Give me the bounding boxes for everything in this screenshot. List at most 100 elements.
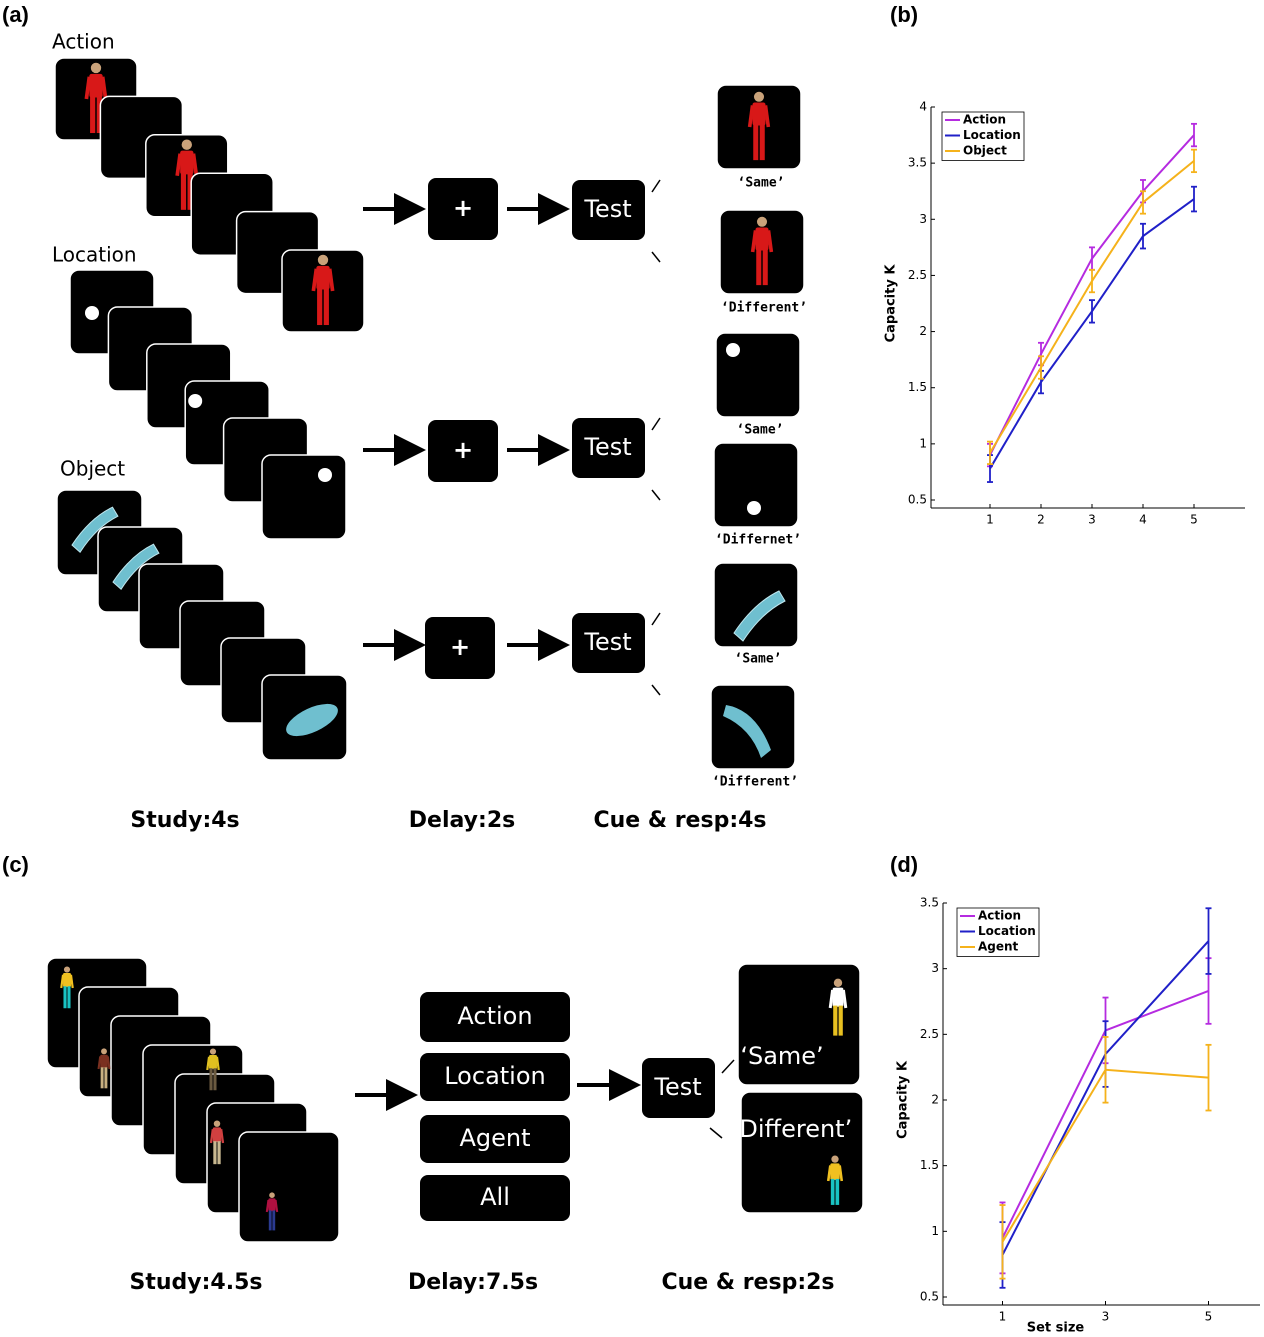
legend-label: Action [978, 909, 1021, 923]
figure-leg [835, 1178, 840, 1205]
label: Action [457, 1002, 532, 1030]
stimulus-frame [716, 84, 802, 170]
figure-leg [753, 124, 759, 161]
x-tick-label: 1 [999, 1310, 1007, 1324]
y-tick-label: 1.5 [920, 1158, 939, 1172]
label: (a) [2, 2, 29, 27]
figure-leg [63, 986, 67, 1009]
figure-arm [274, 1199, 279, 1213]
error-bar [1205, 1043, 1212, 1112]
figure-icon [826, 1155, 844, 1205]
test-box [572, 613, 645, 673]
y-tick-label: 1.5 [908, 380, 927, 394]
label: ‘Different’ [712, 775, 798, 790]
figure-leg [317, 288, 323, 326]
figure-arm [826, 1165, 832, 1182]
figure-torso [63, 973, 71, 988]
figure-arm [84, 76, 92, 100]
figure-arm [766, 230, 774, 253]
label: Cue & resp:4s [593, 808, 766, 833]
legend-label: Location [978, 924, 1036, 938]
y-tick-label: 1 [931, 1224, 939, 1238]
error-bar [1089, 246, 1095, 271]
cue-box [420, 1175, 570, 1221]
test-box [642, 1058, 715, 1118]
error-bar [987, 440, 993, 465]
location-dot [188, 394, 203, 408]
figure-icon [84, 62, 108, 134]
y-tick-label: 2.5 [908, 268, 927, 282]
y-axis-label: Capacity K [884, 264, 899, 343]
figure-arm [97, 1056, 102, 1070]
figure-icon [747, 91, 771, 161]
legend-label: Location [963, 128, 1021, 142]
cue-line [651, 612, 661, 626]
figure-leg [833, 1005, 838, 1036]
figure-arm [841, 989, 848, 1009]
error-bar [1140, 222, 1146, 250]
figure-leg [209, 1068, 213, 1091]
figure-leg [759, 124, 765, 161]
object-icon [112, 543, 160, 590]
figure-leg [180, 172, 187, 210]
cue-line [721, 1059, 735, 1074]
figure-leg [96, 96, 102, 134]
line-series [989, 198, 1195, 470]
label: Location [444, 1062, 546, 1090]
error-bar [1089, 299, 1095, 324]
stimulus-frame [281, 249, 365, 333]
x-tick-label: 2 [1037, 513, 1045, 527]
x-tick-label: 5 [1205, 1310, 1213, 1324]
figure-leg [838, 1005, 843, 1036]
y-tick-label: 3.5 [908, 156, 927, 170]
figure-icon [265, 1192, 279, 1231]
figure-icon [209, 1120, 225, 1165]
error-bar [1205, 907, 1212, 975]
figure-leg [762, 249, 768, 286]
figure-icon [97, 1048, 111, 1089]
figure-torso [832, 987, 844, 1007]
figure-arm [838, 1165, 844, 1182]
y-axis-label: Capacity K [896, 1060, 911, 1139]
figure-head [181, 139, 192, 150]
figure-leg [830, 1178, 835, 1205]
figure-torso [209, 1055, 217, 1070]
stimulus-frame [713, 562, 799, 648]
label: Study:4.5s [130, 1270, 263, 1295]
stimulus-frame [740, 1091, 864, 1214]
figure-arm [747, 105, 755, 128]
error-bar [1191, 185, 1197, 213]
figure-arm [191, 153, 199, 177]
figure-head [101, 1048, 107, 1055]
figure-arm [220, 1129, 225, 1144]
legend-label: Object [963, 144, 1007, 158]
test-box [572, 180, 645, 240]
y-tick-label: 1 [919, 436, 927, 450]
figure-torso [755, 227, 769, 251]
figure-leg [272, 1210, 276, 1231]
location-dot [85, 306, 99, 320]
label: + [450, 633, 470, 661]
fixation-box [428, 178, 498, 240]
label: Agent [459, 1124, 530, 1152]
label: ‘Same’ [738, 176, 785, 191]
label: All [480, 1183, 510, 1211]
figure-head [756, 216, 768, 227]
label: (c) [2, 852, 29, 877]
cue-box [420, 1115, 570, 1163]
figure-head [269, 1192, 275, 1198]
figure-leg [213, 1141, 217, 1165]
error-bar [1140, 190, 1146, 215]
stimulus-frame [261, 454, 347, 540]
figure-leg [217, 1141, 221, 1165]
label: Object [60, 457, 125, 481]
figure-leg [104, 1067, 108, 1089]
legend-label: Action [963, 113, 1006, 127]
figure-torso [212, 1127, 222, 1143]
figure-head [831, 1155, 839, 1163]
cue-line [651, 417, 661, 431]
error-bar [1089, 268, 1095, 294]
label: Test [583, 433, 631, 461]
label: ‘Same’ [740, 1042, 823, 1070]
y-tick-label: 3 [919, 212, 927, 226]
